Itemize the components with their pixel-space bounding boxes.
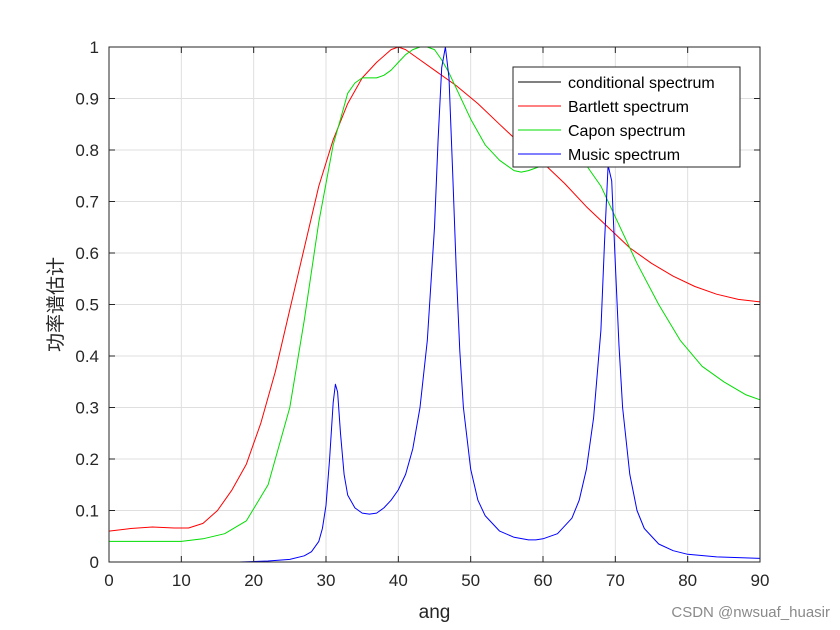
x-tick-label: 50	[461, 571, 480, 590]
y-tick-label: 0.7	[75, 193, 99, 212]
x-tick-label: 20	[244, 571, 263, 590]
legend: conditional spectrum Bartlett spectrum Cap…	[512, 66, 741, 168]
y-tick-label: 0.8	[75, 141, 99, 160]
series-line-bartlett	[108, 46, 761, 532]
ticks	[108, 46, 761, 563]
x-tick-label: 70	[606, 571, 625, 590]
x-tick-label: 90	[751, 571, 770, 590]
x-tick-label: 80	[678, 571, 697, 590]
y-tick-label: 0.2	[75, 450, 99, 469]
x-tick-label: 30	[317, 571, 336, 590]
x-tick-label: 40	[389, 571, 408, 590]
legend-label-bartlett: Bartlett spectrum	[568, 99, 689, 116]
y-tick-label: 0	[90, 553, 99, 572]
y-tick-label: 0.4	[75, 347, 99, 366]
y-tick-label: 0.6	[75, 244, 99, 263]
y-tick-label: 0.5	[75, 296, 99, 315]
legend-label-music: Music spectrum	[568, 147, 680, 164]
legend-label-capon: Capon spectrum	[568, 123, 685, 140]
y-tick-label: 0.1	[75, 502, 99, 521]
y-tick-label: 0.9	[75, 90, 99, 109]
grid	[108, 46, 761, 563]
watermark-text: CSDN @nwsuaf_huasir	[671, 604, 830, 621]
x-tick-label: 0	[104, 571, 113, 590]
x-axis-label: ang	[419, 602, 451, 623]
x-tick-label: 10	[172, 571, 191, 590]
y-axis-label: 功率谱估计	[45, 257, 67, 352]
y-tick-label: 1	[90, 38, 99, 57]
legend-label-conditional: conditional spectrum	[568, 75, 715, 92]
series-line-music	[109, 46, 761, 563]
legend-box	[512, 66, 741, 168]
x-tick-label: 60	[534, 571, 553, 590]
tick-labels: 0 10 20 30 40 50 60 70 80 90 0 0.1 0.2 0.3 0.4 0.5 0.6 0.…	[75, 38, 769, 590]
y-tick-label: 0.3	[75, 399, 99, 418]
